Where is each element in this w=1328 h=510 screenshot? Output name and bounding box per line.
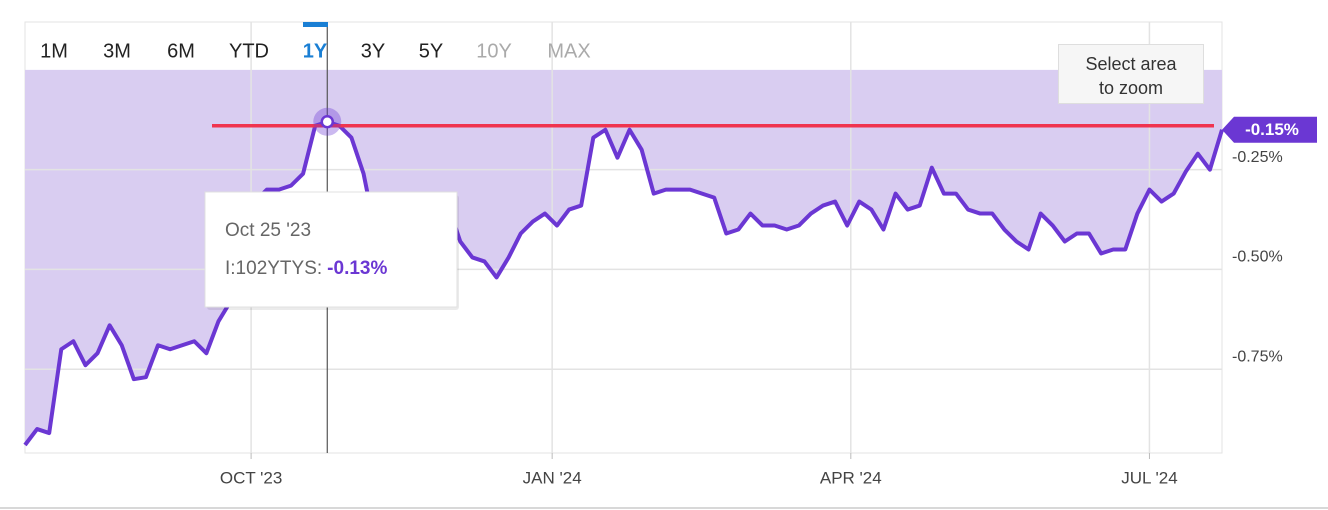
range-button[interactable]: 1Y	[303, 40, 328, 62]
tooltip-title: Oct 25 '23	[225, 220, 311, 241]
range-button[interactable]: 3M	[103, 40, 131, 62]
range-button[interactable]: 1M	[40, 40, 68, 62]
last-value-label: -0.15%	[1245, 120, 1299, 139]
range-button[interactable]: 6M	[167, 40, 195, 62]
hover-point	[320, 115, 335, 129]
range-button[interactable]: 5Y	[419, 40, 443, 62]
y-tick-label: -0.75%	[1232, 348, 1283, 365]
area	[25, 69, 1222, 446]
line	[23, 119, 1224, 447]
x-tick-label: APR '24	[820, 468, 882, 487]
range-button[interactable]: 10Y	[476, 40, 512, 62]
y-tick-label: -0.50%	[1232, 249, 1283, 266]
x-tick-label: OCT '23	[220, 468, 282, 487]
tooltip-label: I:102YTYS:	[225, 258, 322, 279]
x-tick-label: JAN '24	[523, 468, 582, 487]
zoom-hint[interactable]: Select area to zoom	[1058, 44, 1204, 104]
tooltip-value: -0.13%	[327, 258, 387, 279]
last-value-badge	[1222, 116, 1317, 143]
range-button[interactable]: YTD	[229, 40, 269, 62]
y-tick-label: -0.25%	[1232, 149, 1283, 166]
range-button[interactable]: 3Y	[361, 40, 385, 62]
x-tick-label: JUL '24	[1121, 468, 1177, 487]
range-button[interactable]: MAX	[547, 40, 590, 62]
active-indicator	[303, 22, 328, 27]
tooltip	[204, 191, 458, 308]
